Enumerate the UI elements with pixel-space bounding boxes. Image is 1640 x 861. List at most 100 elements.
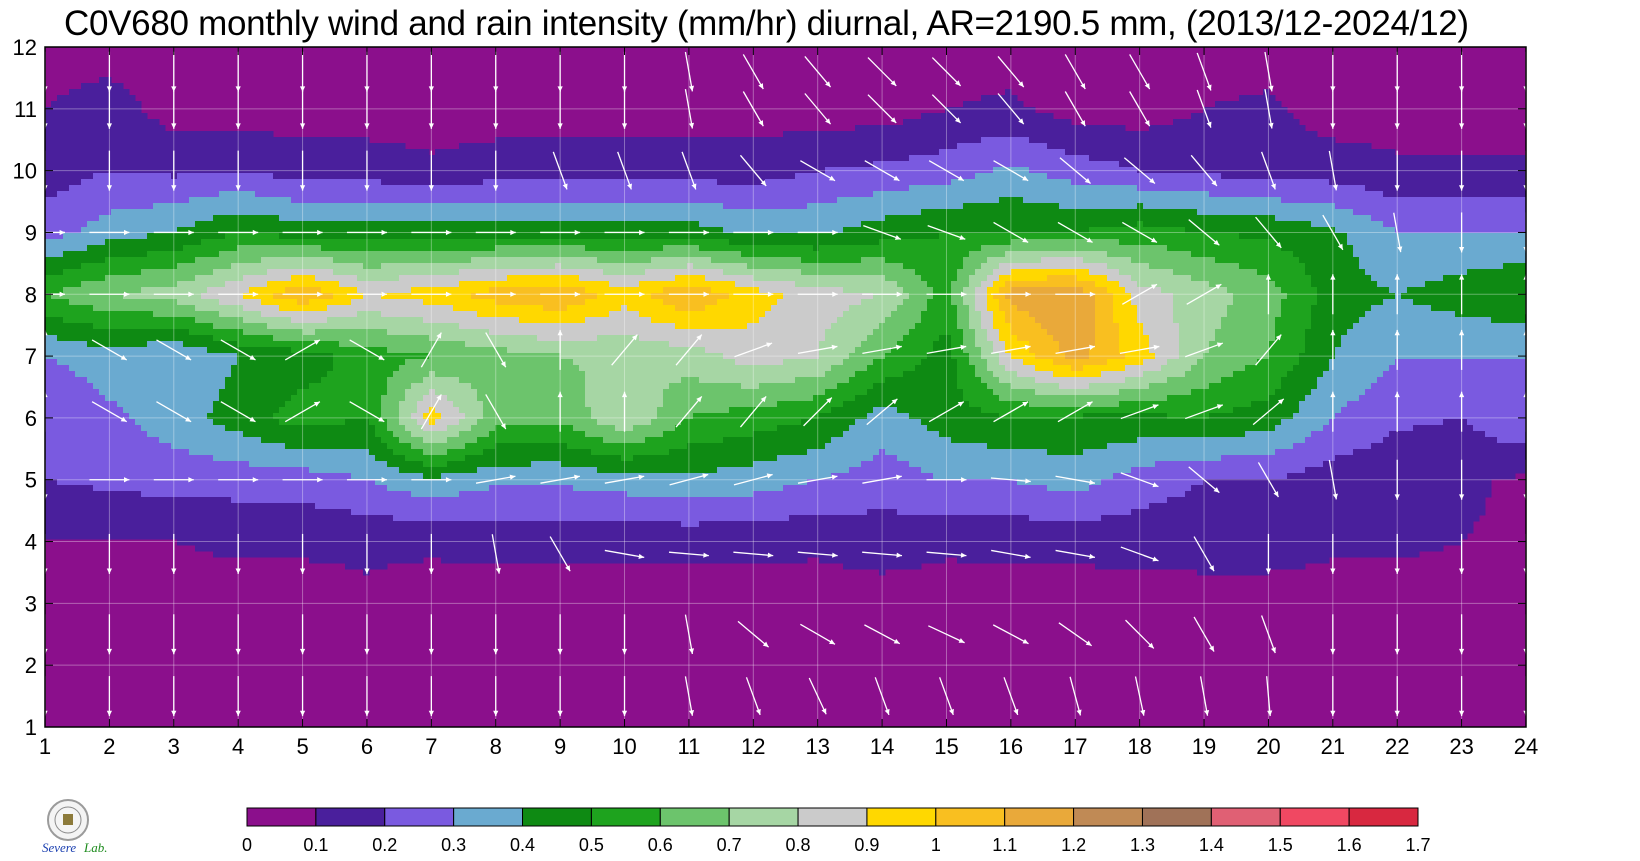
heat-cell [459, 143, 466, 150]
heat-cell [447, 467, 454, 474]
heat-cell [207, 203, 214, 210]
heat-cell [75, 527, 82, 534]
heat-cell [207, 167, 214, 174]
heat-cell [93, 197, 100, 204]
heat-cell [117, 413, 124, 420]
heat-cell [417, 263, 424, 270]
heat-cell [393, 233, 400, 240]
heat-cell [117, 503, 124, 510]
heat-cell [195, 527, 202, 534]
heat-cell [99, 107, 106, 114]
heat-cell [387, 497, 394, 504]
heat-cell [189, 485, 196, 492]
heat-cell [63, 161, 70, 168]
heat-cell [297, 371, 304, 378]
heat-cell [399, 275, 406, 282]
heat-cell [243, 131, 250, 138]
heat-cell [129, 167, 136, 174]
heat-cell [87, 347, 94, 354]
heat-cell [375, 311, 382, 318]
heat-cell [255, 137, 262, 144]
heat-cell [411, 311, 418, 318]
heat-cell [321, 323, 328, 330]
heat-cell [291, 245, 298, 252]
heat-cell [249, 413, 256, 420]
heat-cell [135, 293, 142, 300]
heat-cell [255, 533, 262, 540]
heat-cell [429, 365, 436, 372]
heat-cell [405, 539, 412, 546]
heat-cell [447, 491, 454, 498]
heat-cell [267, 149, 274, 156]
heat-cell [381, 503, 388, 510]
heat-cell [309, 497, 316, 504]
heat-cell [189, 407, 196, 414]
heat-cell [375, 545, 382, 552]
heat-cell [201, 203, 208, 210]
heat-cell [63, 257, 70, 264]
heat-cell [45, 275, 52, 282]
heat-cell [75, 335, 82, 342]
heat-cell [393, 155, 400, 162]
heat-cell [453, 215, 460, 222]
heat-cell [123, 233, 130, 240]
heat-cell [297, 509, 304, 516]
heat-cell [321, 263, 328, 270]
heat-cell [111, 371, 118, 378]
heat-cell [423, 353, 430, 360]
heat-cell [333, 449, 340, 456]
heat-cell [87, 263, 94, 270]
heat-cell [321, 359, 328, 366]
heat-cell [189, 431, 196, 438]
heat-cell [123, 155, 130, 162]
heat-cell [405, 527, 412, 534]
heat-cell [99, 125, 106, 132]
heat-cell [225, 287, 232, 294]
heat-cell [375, 251, 382, 258]
heat-cell [381, 479, 388, 486]
heat-cell [345, 413, 352, 420]
heat-cell [123, 131, 130, 138]
heat-cell [249, 485, 256, 492]
heat-cell [381, 287, 388, 294]
heat-cell [321, 305, 328, 312]
heat-cell [303, 401, 310, 408]
heat-cell [369, 359, 376, 366]
heat-cell [279, 413, 286, 420]
heat-cell [387, 359, 394, 366]
heat-cell [75, 491, 82, 498]
heat-cell [99, 515, 106, 522]
heat-cell [183, 515, 190, 522]
heat-cell [387, 227, 394, 234]
heat-cell [447, 155, 454, 162]
heat-cell [255, 293, 262, 300]
heat-cell [357, 437, 364, 444]
heat-cell [423, 473, 430, 480]
heat-cell [429, 335, 436, 342]
heat-cell [417, 305, 424, 312]
heat-cell [105, 137, 112, 144]
heat-cell [273, 359, 280, 366]
heat-cell [273, 185, 280, 192]
heat-cell [429, 485, 436, 492]
heat-cell [225, 131, 232, 138]
heat-cell [333, 251, 340, 258]
heat-cell [321, 347, 328, 354]
heat-cell [75, 233, 82, 240]
heat-cell [351, 269, 358, 276]
heat-cell [123, 503, 130, 510]
heat-cell [45, 413, 52, 420]
heat-cell [339, 479, 346, 486]
heat-cell [459, 221, 466, 228]
heat-cell [459, 425, 466, 432]
heat-cell [99, 365, 106, 372]
heat-cell [381, 365, 388, 372]
heat-cell [261, 269, 268, 276]
heat-cell [213, 167, 220, 174]
heat-cell [417, 239, 424, 246]
heat-cell [195, 545, 202, 552]
heat-cell [291, 275, 298, 282]
heat-cell [189, 263, 196, 270]
heat-cell [219, 401, 226, 408]
heat-cell [207, 329, 214, 336]
